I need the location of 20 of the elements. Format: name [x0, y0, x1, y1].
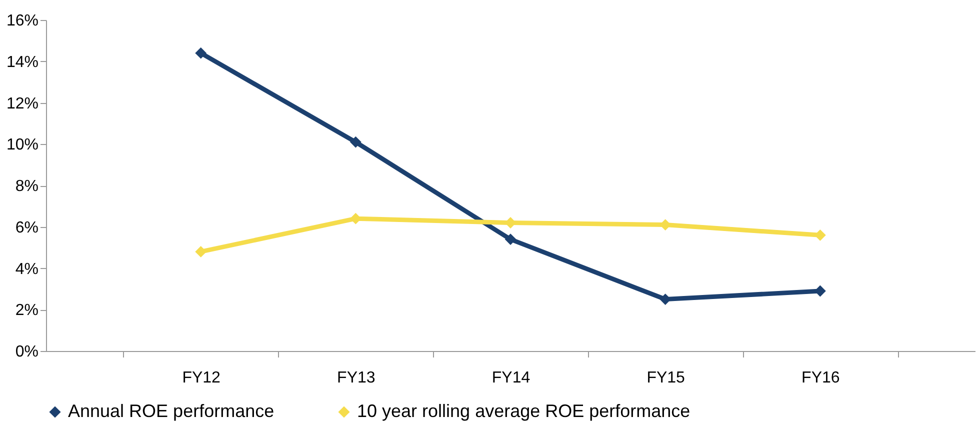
point — [350, 136, 362, 148]
legend-label: Annual ROE performance — [68, 401, 274, 421]
x-tick-label: FY15 — [646, 370, 686, 386]
point — [504, 234, 516, 245]
x-tick-label: FY13 — [337, 370, 376, 386]
y-tick-label: 10% — [6, 136, 38, 154]
x-tick-label: FY12 — [182, 370, 221, 386]
point — [195, 246, 207, 258]
y-tick-label: 2% — [15, 302, 38, 320]
x-tick-label: FY16 — [802, 370, 840, 386]
y-tick-label: 14% — [6, 54, 38, 71]
y-tick-label: 8% — [15, 178, 38, 195]
y-tick-label: 12% — [6, 95, 38, 112]
legend-label: 10 year rolling average ROE performance — [357, 401, 690, 421]
x-tick-label: FY14 — [492, 370, 530, 386]
y-tick-label: 4% — [15, 260, 38, 278]
y-tick-label: 16% — [6, 12, 38, 30]
y-tick-label: 0% — [15, 344, 38, 360]
point — [195, 47, 207, 59]
y-tick-label: 6% — [15, 219, 38, 236]
